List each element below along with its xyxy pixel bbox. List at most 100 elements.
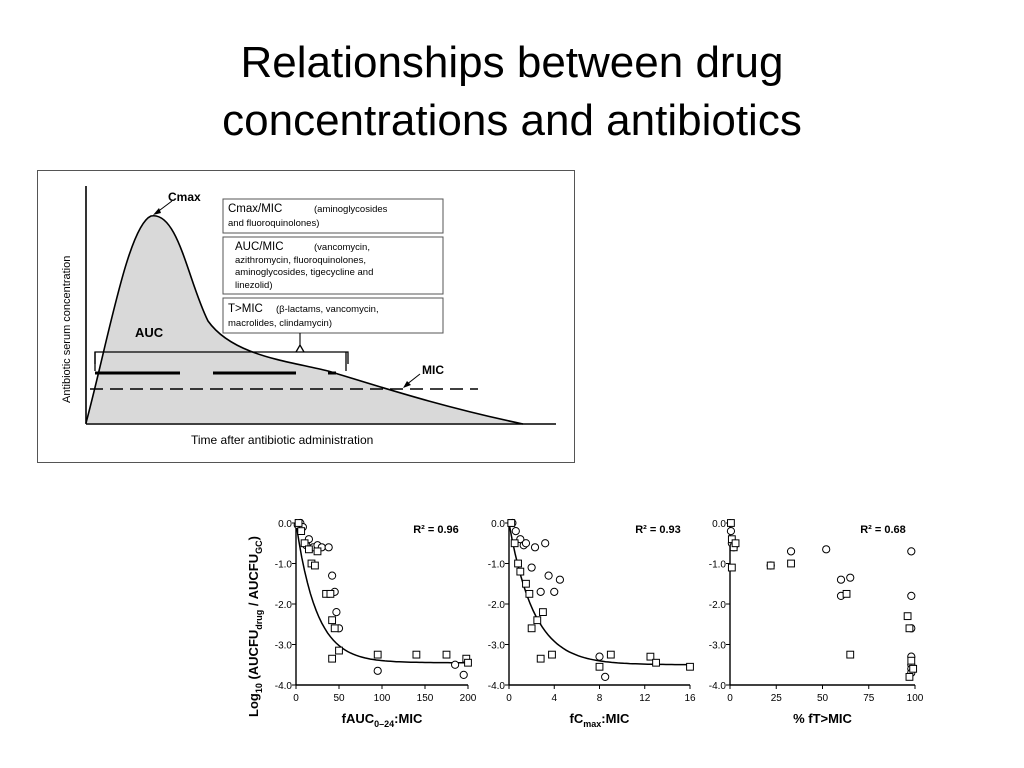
box-1-line-1: (aminoglycosides [314,204,388,215]
panel-1-x-tick-label: 100 [374,693,391,704]
panel-2-y-tick-label: 0.0 [491,519,505,530]
pk-y-axis-label: Antibiotic serum concentration [61,256,73,403]
pd-scatter-svg: Log10 (AUCFUdrug / AUCFUGC) 0.0 -1.0 -2.0 -… [246,518,924,729]
pd-y-axis-label: Log10 (AUCFUdrug / AUCFUGC) [246,536,264,717]
data-point-circle [726,527,736,536]
panel-3-x-tick-label: 50 [817,693,829,704]
data-point-square [294,519,303,527]
panel-2-r2-label: R² = 0.93 [635,524,681,536]
data-point-square [539,608,547,616]
data-point-square [527,624,536,633]
panel-1-x-tick-label: 200 [460,693,477,704]
data-point-square [846,650,855,659]
panel-1-x-tick-label: 50 [333,693,345,704]
xlabel-main: % fT [793,711,821,726]
data-point-square [646,652,655,661]
data-point-square [412,650,421,659]
data-point-square [595,662,604,671]
data-point-circle [595,652,604,661]
xlabel-main: fC [570,711,584,726]
data-point-square [907,656,916,665]
pd-scatter-charts: Log10 (AUCFUdrug / AUCFUGC) 0.0 -1.0 -2.0 -… [230,495,930,745]
data-point-square [525,589,534,598]
panel-1-y-tick-label: -2.0 [275,600,293,611]
panel-2-y-tick-label: -4.0 [488,681,506,692]
panel-1-y-tick-label: -3.0 [275,641,293,652]
panel-2-x-tick-label: 0 [506,693,512,704]
panel-3-x-axis-label: % fT>MIC [793,711,852,726]
data-point-circle [521,539,531,548]
data-point-square [903,612,912,621]
data-point-circle [536,587,545,596]
data-point-circle [907,591,916,601]
data-point-circle [332,608,341,617]
panel-2-x-tick-label: 16 [684,693,696,704]
data-point-circle [822,545,831,554]
data-point-circle [324,543,333,552]
data-point-square [727,519,735,527]
cmax-arrowhead [153,208,161,215]
data-point-square [766,561,775,570]
xlabel-post: :MIC [601,711,630,726]
ylabel-post: ) [246,536,261,540]
xlabel-main: fAUC [342,711,375,726]
box-cmax-mic [222,198,444,234]
box-2-line-3: aminoglycosides, tigecycline and [235,267,373,278]
panel-2-y-tick-label: -2.0 [488,600,506,611]
slide-title-line-2: concentrations and antibiotics [222,96,802,145]
panel-3-y-tick-label: -2.0 [709,600,727,611]
slide-title-line-1: Relationships between drug [240,38,784,87]
data-point-square [606,650,615,659]
data-point-circle [451,660,460,669]
data-point-square [300,539,309,548]
data-point-circle [373,666,382,675]
data-point-circle [555,575,565,584]
mic-arrowhead [403,381,411,388]
data-point-square [373,650,382,659]
data-point-square [514,559,522,568]
bracket-tick [295,343,305,353]
panel-2-x-tick-label: 8 [597,693,603,704]
data-point-square [442,650,451,659]
xlabel-sub: 0–24 [374,719,394,729]
panel-1-fit-curve [295,522,468,664]
ylabel-mid: (AUCFU [246,630,261,683]
panel-1-y-tick-label: -1.0 [275,560,293,571]
data-point-square [686,662,694,671]
data-point-square [311,561,319,570]
box-3-line-2: macrolides, clindamycin) [228,318,332,329]
data-point-square [328,616,337,625]
box-1-head: Cmax/MIC [228,203,282,215]
panel-2-y-tick-label: -1.0 [488,560,506,571]
data-point-square [731,539,740,548]
data-point-square [522,579,530,588]
data-point-circle [544,571,553,580]
panel-1-x-tick-label: 0 [293,693,299,704]
concentration-curve [85,215,524,425]
ylabel-slash: / AUCFU [246,554,261,610]
data-point-square [652,658,660,667]
panel-3-x-tick-label: 0 [727,693,733,704]
data-point-square [516,567,525,576]
data-point-square [905,624,914,633]
xlabel-post: :MIC [394,711,423,726]
ylabel-gc-sub: GC [254,540,264,554]
panel-2-x-axis-label: fCmax:MIC [570,711,631,729]
pk-x-axis-label: Time after antibiotic administration [191,433,373,447]
panel-3-x-tick-label: 75 [863,693,875,704]
panel-1-x-axis-label: fAUC0–24:MIC [342,711,423,729]
box-3-line-1: (β-lactams, vancomycin, [276,304,379,315]
data-point-circle [511,527,520,536]
data-point-square [905,673,914,681]
panel-3-y-tick-label: 0.0 [712,519,726,530]
xlabel-post: >MIC [821,711,853,726]
box-2-line-2: azithromycin, fluoroquinolones, [235,255,366,266]
data-point-square [297,527,306,536]
panel-1-y-tick-label: 0.0 [278,519,292,530]
data-point-square [507,519,516,527]
data-point-circle [530,543,540,552]
pk-diagram-figure: Cmax AUC MIC Time after antibiotic admin… [37,170,575,463]
data-point-square [305,545,313,554]
data-point-circle [836,575,846,584]
panel-1-x-tick-label: 150 [417,693,434,704]
